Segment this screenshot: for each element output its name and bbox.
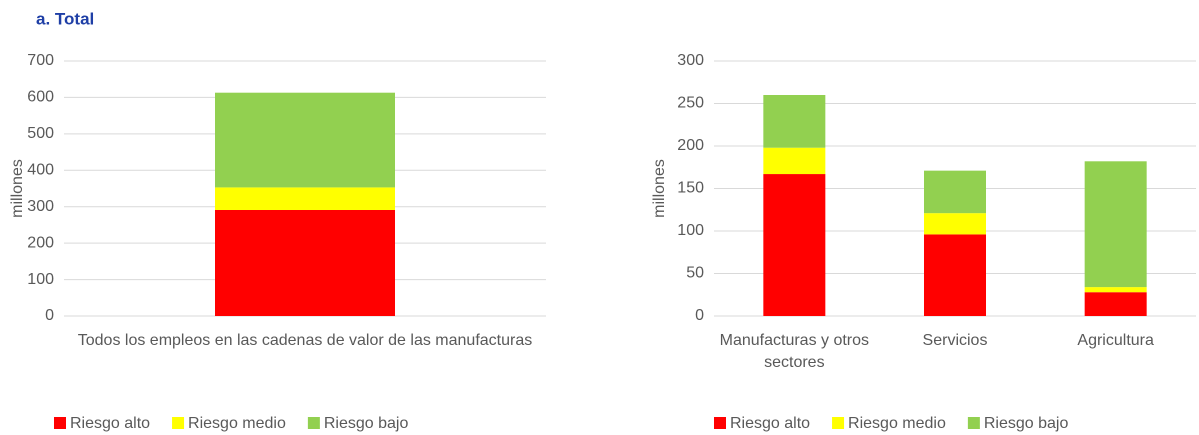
legend-swatch — [967, 417, 980, 429]
legend-label: Riesgo alto — [70, 415, 150, 432]
y-tick-label: 100 — [27, 271, 54, 288]
y-tick-label: 700 — [27, 52, 54, 69]
y-tick-label: 100 — [677, 222, 704, 239]
y-tick-label: 200 — [27, 234, 54, 251]
legend-label: Riesgo bajo — [984, 415, 1069, 432]
legend-swatch — [307, 417, 320, 429]
y-tick-label: 400 — [27, 162, 54, 179]
bar-segment — [215, 187, 395, 210]
legend-swatch — [172, 417, 185, 429]
x-tick-label: Servicios — [922, 332, 988, 349]
bar-segment — [1084, 287, 1147, 293]
y-tick-label: 300 — [27, 198, 54, 215]
y-tick-label: 600 — [27, 89, 54, 106]
bar-segment — [763, 147, 826, 175]
y-tick-label: 50 — [686, 265, 704, 282]
bar-segment — [763, 174, 826, 316]
bar-segment — [215, 209, 395, 316]
y-tick-label: 300 — [677, 52, 704, 69]
bar-segment — [215, 92, 395, 188]
bar-segment — [924, 213, 986, 235]
y-tick-label: 500 — [27, 125, 54, 142]
y-tick-label: 250 — [677, 95, 704, 112]
legend-swatch — [714, 417, 726, 429]
x-tick-label: Manufacturas y otros sectores — [719, 332, 870, 371]
legend-swatch — [832, 417, 845, 429]
y-tick-label: 200 — [677, 137, 704, 154]
bar-segment — [924, 170, 986, 214]
x-tick-label: Todos los empleos en las cadenas de valo… — [77, 332, 533, 349]
bar-segment — [1084, 292, 1147, 316]
y-tick-label: 0 — [695, 307, 704, 324]
y-axis-label: millones — [651, 159, 668, 218]
y-tick-label: 150 — [677, 180, 704, 197]
y-axis-label: millones — [9, 159, 26, 218]
chart-title: a. Total — [36, 9, 94, 28]
legend-swatch — [54, 417, 66, 429]
legend-label: Riesgo alto — [730, 415, 810, 432]
legend-label: Riesgo medio — [848, 415, 946, 432]
bar-segment — [1084, 161, 1147, 288]
legend-label: Riesgo bajo — [324, 415, 409, 432]
x-tick-label: Agricultura — [1077, 332, 1154, 349]
bar-segment — [924, 234, 986, 316]
y-tick-label: 0 — [45, 307, 54, 324]
legend-label: Riesgo medio — [188, 415, 286, 432]
bar-segment — [763, 95, 826, 148]
